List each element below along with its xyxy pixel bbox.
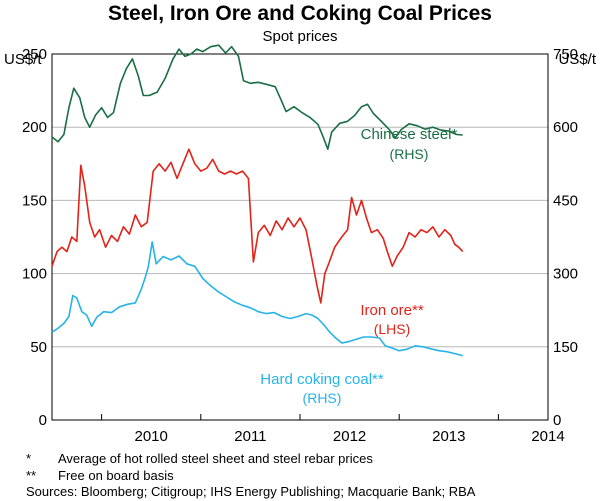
- footnotes: * Average of hot rolled steel sheet and s…: [26, 451, 475, 501]
- right-tick-label: 150: [553, 339, 578, 356]
- x-tick-label: 2013: [432, 428, 465, 445]
- chinese-steel-axis-label: (RHS): [390, 146, 429, 162]
- chart-subtitle: Spot prices: [262, 28, 338, 45]
- hard-coking-coal-axis-label: (RHS): [303, 390, 342, 406]
- axis-tick-labels: 0 0 50 150 100 300 150 450 200 600 250 750 2010 2011 2…: [22, 46, 578, 445]
- left-tick-label: 100: [22, 266, 47, 283]
- left-tick-label: 250: [22, 46, 47, 63]
- sources-line: Sources: Bloomberg; Citigroup; IHS Energ…: [26, 484, 476, 499]
- right-tick-label: 600: [553, 119, 578, 136]
- iron-ore-axis-label: (LHS): [374, 321, 411, 337]
- iron-ore-line: [51, 148, 464, 304]
- left-tick-label: 0: [39, 412, 47, 429]
- right-axis-unit-label: US$/t: [558, 51, 596, 68]
- right-tick-label: 300: [553, 266, 578, 283]
- x-tick-label: 2011: [234, 428, 266, 445]
- x-tick-label: 2012: [333, 428, 366, 445]
- footnote-fob: ** Free on board basis: [26, 467, 174, 483]
- iron-ore-label: Iron ore**: [360, 302, 424, 319]
- right-tick-label: 450: [553, 192, 578, 209]
- left-tick-label: 150: [22, 192, 47, 209]
- gridlines: [52, 126, 548, 348]
- x-tick-label: 2014: [531, 428, 564, 445]
- left-tick-label: 50: [30, 339, 47, 356]
- footnote-steel: * Average of hot rolled steel sheet and s…: [26, 451, 373, 466]
- x-tick-label: 2010: [135, 428, 168, 445]
- x-axis-year-ticks: [101, 414, 499, 420]
- plot-frame: [51, 53, 549, 421]
- left-tick-label: 200: [22, 119, 47, 136]
- series-layer: [51, 44, 464, 357]
- chart-title: Steel, Iron Ore and Coking Coal Prices: [108, 2, 492, 25]
- chinese-steel-line: [51, 44, 463, 150]
- right-tick-label: 0: [553, 412, 561, 429]
- hard-coking-coal-line: [51, 241, 463, 357]
- right-tick-label: 750: [553, 46, 578, 63]
- chinese-steel-label: Chinese steel*: [361, 126, 458, 143]
- hard-coking-coal-label: Hard coking coal**: [260, 371, 384, 388]
- left-axis-unit-label: US$/t: [4, 51, 42, 68]
